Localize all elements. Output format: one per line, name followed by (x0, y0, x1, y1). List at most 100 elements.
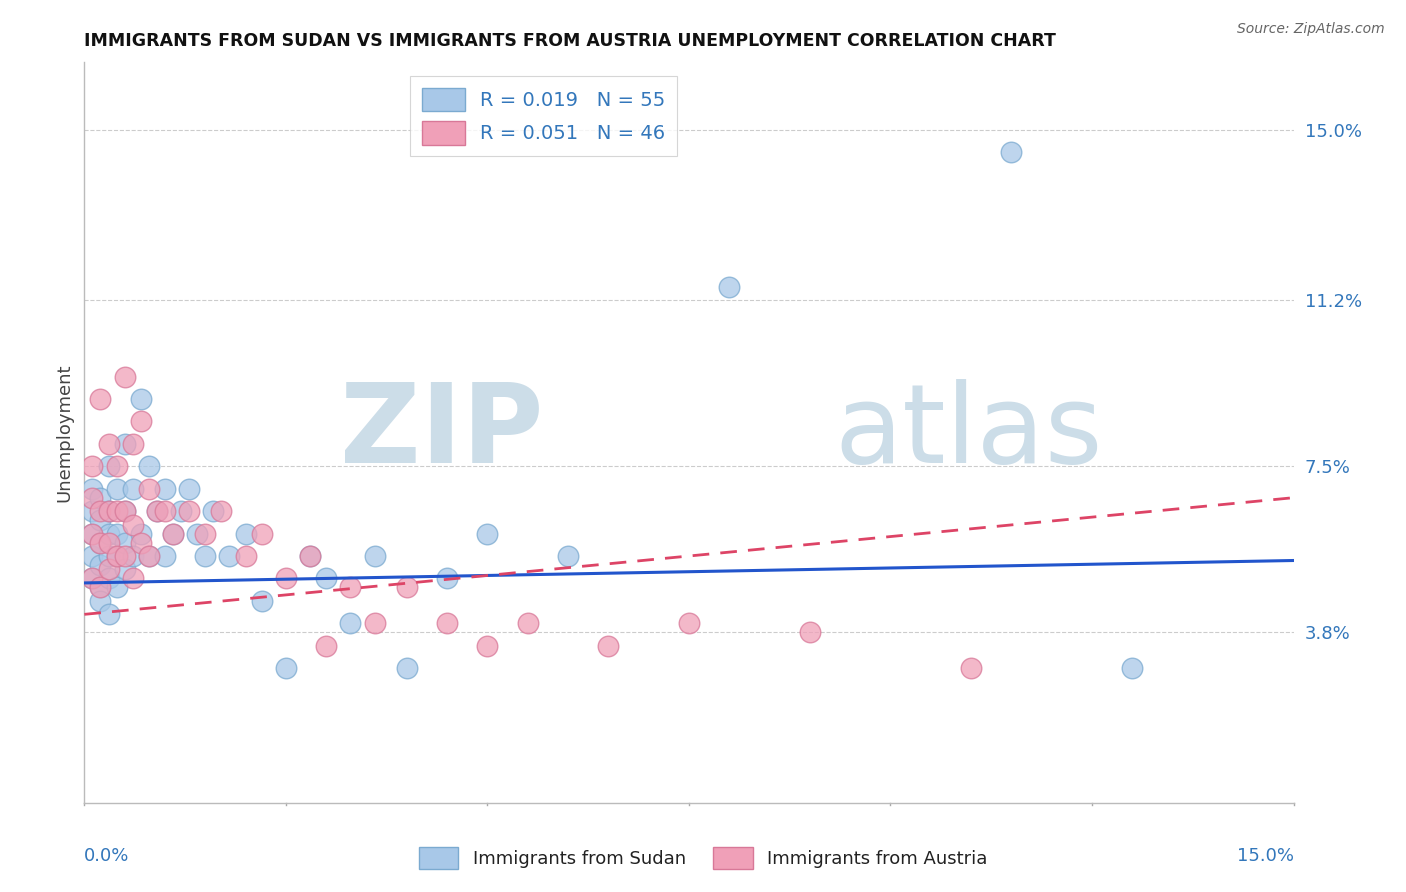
Point (97, 504, 120, 518)
Point (799, 625, 821, 640)
Point (121, 549, 143, 563)
Point (97, 459, 120, 474)
Point (89, 535, 111, 549)
Point (97, 571, 120, 585)
Point (105, 482, 128, 496)
Point (138, 549, 160, 563)
Legend: Immigrants from Sudan, Immigrants from Austria: Immigrants from Sudan, Immigrants from A… (412, 839, 994, 876)
Point (477, 526, 499, 541)
Point (114, 369, 136, 384)
Point (82, 549, 104, 563)
Point (105, 581, 128, 595)
Point (121, 482, 143, 496)
Point (162, 526, 184, 541)
Point (718, 280, 741, 294)
Point (363, 549, 385, 563)
Point (598, 639, 620, 653)
Point (82, 491, 104, 505)
Point (299, 549, 322, 563)
Legend: R = 0.019   N = 55, R = 0.051   N = 46: R = 0.019 N = 55, R = 0.051 N = 46 (411, 76, 678, 156)
Point (89, 594, 111, 608)
Point (170, 504, 193, 518)
Point (105, 549, 128, 563)
Point (395, 661, 418, 675)
Point (218, 549, 240, 563)
Point (153, 504, 176, 518)
Text: 15.0%: 15.0% (1236, 847, 1294, 865)
Point (153, 482, 176, 496)
Point (121, 517, 143, 532)
Text: Source: ZipAtlas.com: Source: ZipAtlas.com (1237, 22, 1385, 37)
Point (436, 616, 458, 631)
Point (162, 526, 184, 541)
Point (89, 504, 111, 518)
Point (89, 581, 111, 595)
Point (82, 571, 104, 585)
Point (138, 482, 160, 496)
Point (315, 571, 337, 585)
Point (105, 549, 128, 563)
Point (960, 661, 983, 675)
Point (82, 504, 104, 518)
Point (299, 549, 322, 563)
Point (105, 526, 128, 541)
Point (105, 504, 128, 518)
Point (114, 562, 136, 576)
Point (315, 639, 337, 653)
Point (146, 504, 169, 518)
Point (97, 535, 120, 549)
Point (1000, 145, 1022, 160)
Point (89, 535, 111, 549)
Y-axis label: Unemployment: Unemployment (55, 363, 73, 502)
Point (339, 581, 361, 595)
Point (209, 504, 232, 518)
Point (89, 558, 111, 572)
Text: 0.0%: 0.0% (84, 847, 129, 865)
Point (82, 526, 104, 541)
Point (179, 504, 201, 518)
Point (274, 661, 297, 675)
Point (121, 437, 143, 451)
Point (146, 504, 169, 518)
Point (138, 459, 160, 474)
Point (97, 504, 120, 518)
Point (202, 504, 225, 518)
Point (235, 526, 257, 541)
Point (557, 549, 579, 563)
Point (114, 437, 136, 451)
Point (97, 607, 120, 622)
Text: IMMIGRANTS FROM SUDAN VS IMMIGRANTS FROM AUSTRIA UNEMPLOYMENT CORRELATION CHART: IMMIGRANTS FROM SUDAN VS IMMIGRANTS FROM… (84, 32, 1056, 50)
Point (678, 616, 700, 631)
Point (129, 414, 152, 428)
Point (250, 594, 273, 608)
Point (97, 526, 120, 541)
Point (395, 581, 418, 595)
Point (97, 437, 120, 451)
Point (82, 571, 104, 585)
Point (516, 616, 538, 631)
Point (105, 459, 128, 474)
Point (436, 571, 458, 585)
Point (194, 526, 217, 541)
Text: atlas: atlas (834, 379, 1102, 486)
Point (114, 504, 136, 518)
Point (97, 562, 120, 576)
Point (477, 639, 499, 653)
Point (363, 616, 385, 631)
Point (97, 549, 120, 563)
Point (153, 549, 176, 563)
Point (82, 482, 104, 496)
Point (194, 549, 217, 563)
Point (114, 535, 136, 549)
Text: ZIP: ZIP (340, 379, 544, 486)
Point (114, 504, 136, 518)
Point (129, 392, 152, 406)
Point (89, 581, 111, 595)
Point (186, 526, 208, 541)
Point (274, 571, 297, 585)
Point (89, 491, 111, 505)
Point (250, 526, 273, 541)
Point (89, 392, 111, 406)
Point (129, 526, 152, 541)
Point (179, 482, 201, 496)
